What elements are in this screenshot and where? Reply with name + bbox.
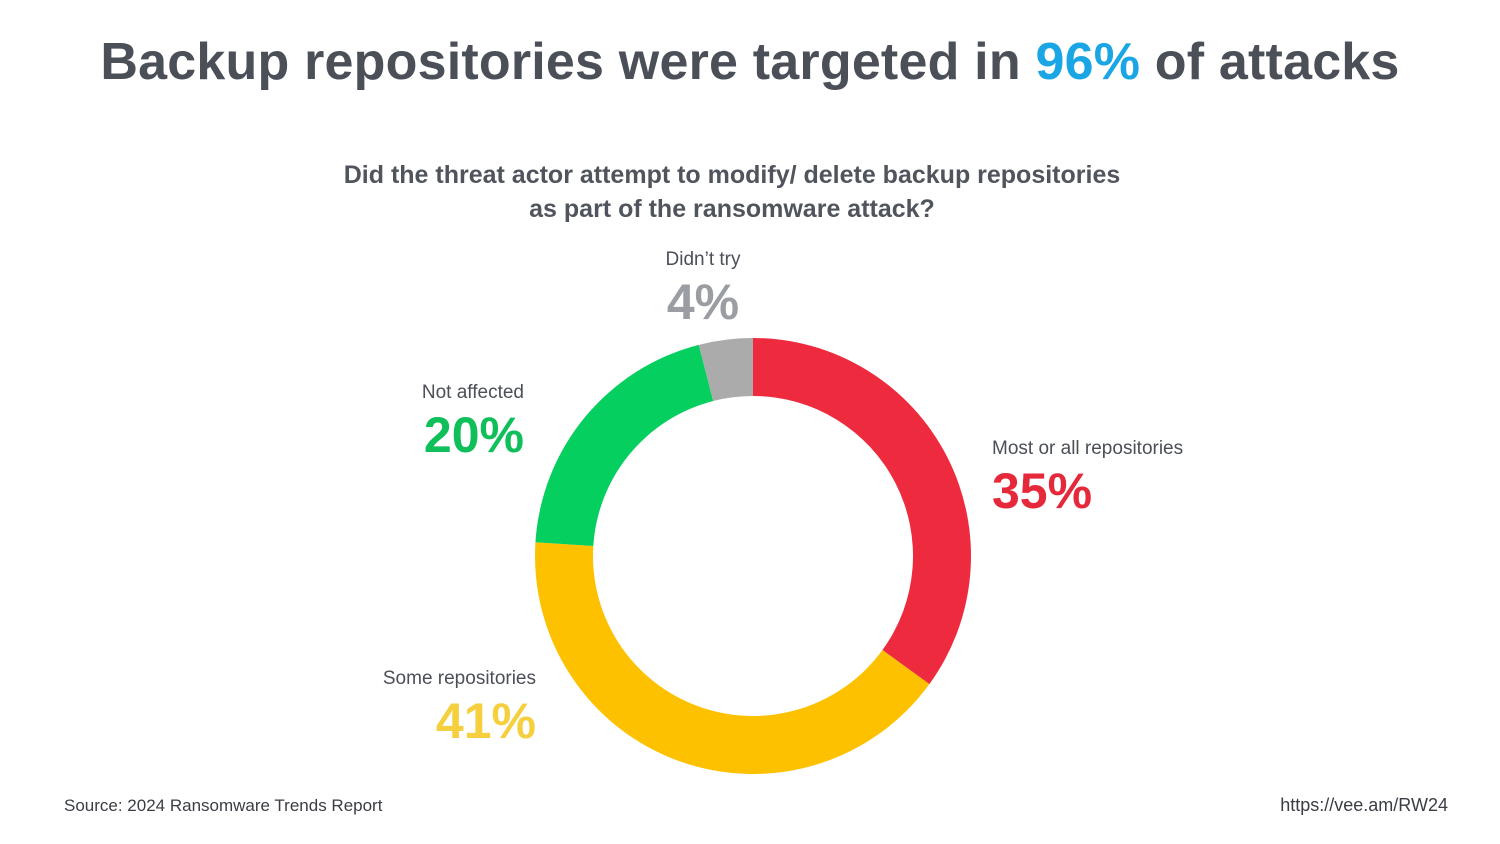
title-highlight: 96% bbox=[1035, 33, 1141, 91]
legend-label-not-affected: Not affected bbox=[422, 382, 524, 403]
legend-label-some-repositories: Some repositories bbox=[383, 668, 536, 689]
report-link[interactable]: https://vee.am/RW24 bbox=[1280, 795, 1448, 815]
slice-most-or-all-repositories bbox=[753, 338, 971, 685]
value-label-some-repositories: 41% bbox=[436, 693, 536, 749]
source-note: Source: 2024 Ransomware Trends Report bbox=[64, 796, 383, 815]
slice-not-affected bbox=[535, 344, 714, 546]
title-text-after: of attacks bbox=[1140, 33, 1400, 91]
question-line-2: as part of the ransomware attack? bbox=[529, 195, 935, 223]
value-label-most-or-all-repositories: 35% bbox=[992, 463, 1092, 519]
value-label-didn-t-try: 4% bbox=[667, 274, 739, 330]
question-line-1: Did the threat actor attempt to modify/ … bbox=[343, 161, 1121, 189]
page-title: Backup repositories were targeted in 96%… bbox=[0, 32, 1500, 92]
title-text-before: Backup repositories were targeted in bbox=[100, 33, 1036, 91]
legend-label-most-or-all-repositories: Most or all repositories bbox=[992, 438, 1183, 459]
value-label-not-affected: 20% bbox=[424, 407, 524, 463]
slice-some-repositories bbox=[535, 542, 930, 775]
legend-label-didn-t-try: Didn’t try bbox=[666, 249, 741, 270]
slice-didn-t-try bbox=[698, 338, 753, 402]
chart-question: Did the threat actor attempt to modify/ … bbox=[0, 158, 1464, 226]
